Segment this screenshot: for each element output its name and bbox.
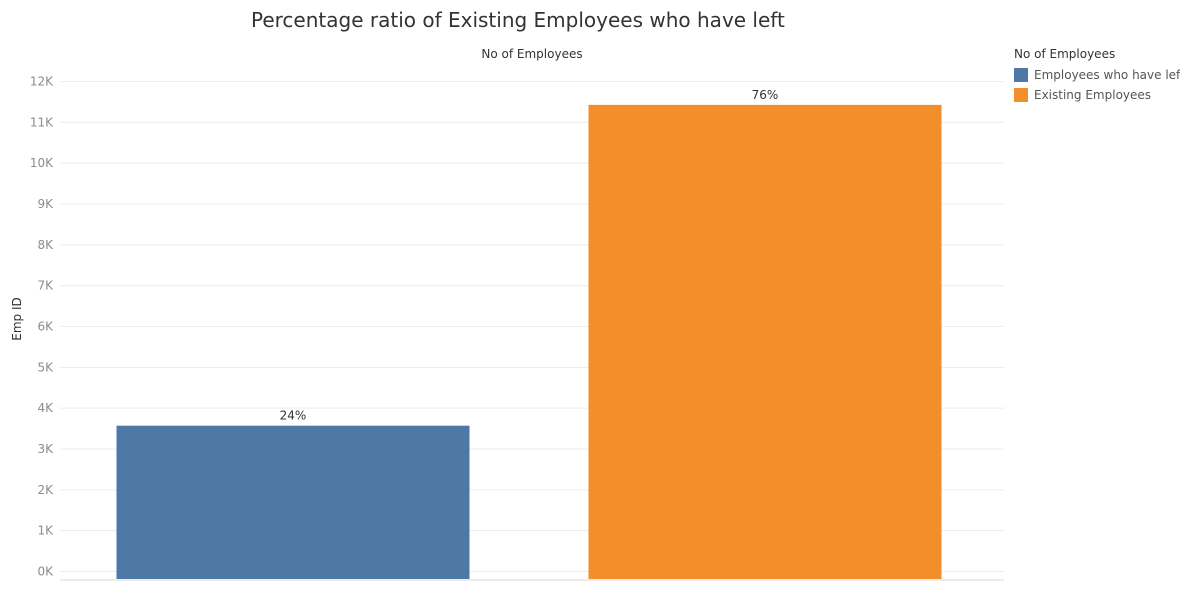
- y-tick-label: 2K: [37, 483, 54, 497]
- legend-swatch-blue: [1014, 68, 1028, 82]
- legend-label: Employees who have left: [1034, 68, 1180, 82]
- legend-item-left[interactable]: Employees who have left: [1014, 65, 1180, 85]
- bar-data-label: 24%: [280, 409, 307, 423]
- y-tick-label: 1K: [37, 524, 54, 538]
- y-tick-label: 7K: [37, 279, 54, 293]
- legend-swatch-orange: [1014, 88, 1028, 102]
- y-tick-label: 5K: [37, 360, 54, 374]
- y-tick-label: 9K: [37, 197, 54, 211]
- legend-label: Existing Employees: [1034, 88, 1152, 102]
- legend-item-existing[interactable]: Existing Employees: [1014, 85, 1180, 105]
- bars: [116, 104, 942, 580]
- y-axis-ticks: 0K 1K 2K 3K 4K 5K 6K 7K 8K 9K 10K 11K 12K: [30, 75, 54, 579]
- y-tick-label: 6K: [37, 320, 54, 334]
- legend: No of Employees Employees who have left …: [1014, 47, 1180, 105]
- y-axis-title: Emp ID: [10, 297, 24, 340]
- data-labels: 24% 76%: [280, 88, 779, 423]
- y-tick-label: 10K: [30, 156, 54, 170]
- y-tick-label: 3K: [37, 442, 54, 456]
- y-tick-label: 11K: [30, 115, 54, 129]
- y-tick-label: 4K: [37, 401, 54, 415]
- y-tick-label: 8K: [37, 238, 54, 252]
- y-tick-label: 12K: [30, 75, 54, 89]
- legend-title: No of Employees: [1014, 47, 1116, 61]
- bar-data-label: 76%: [752, 88, 779, 102]
- bar-employees-who-have-left[interactable]: [116, 425, 470, 579]
- column-header: No of Employees: [481, 47, 582, 61]
- bar-existing-employees[interactable]: [588, 104, 942, 580]
- bar-chart: 0K 1K 2K 3K 4K 5K 6K 7K 8K 9K 10K 11K 12K 24% 76% No …: [10, 47, 1004, 581]
- chart-title: Percentage ratio of Existing Employees w…: [251, 8, 785, 32]
- y-tick-label: 0K: [37, 565, 54, 579]
